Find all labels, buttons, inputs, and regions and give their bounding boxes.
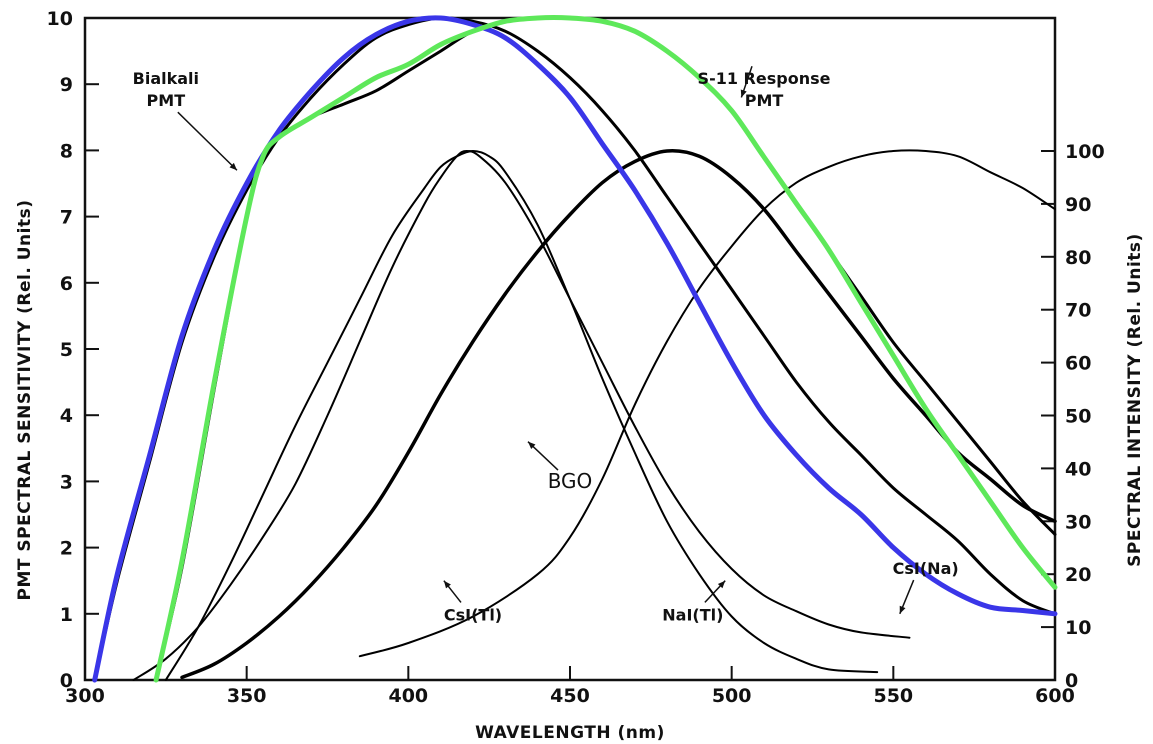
- annotation-line: CsI(Na): [893, 559, 959, 578]
- y-left-tick-label: 8: [60, 140, 73, 162]
- y-left-tick-label: 10: [47, 8, 73, 30]
- series-line-csi-na: [132, 150, 911, 681]
- y-right-tick-label: 50: [1065, 406, 1091, 428]
- annotation-line: BGO: [548, 469, 593, 493]
- x-tick-label: 600: [1035, 685, 1075, 707]
- annotation-arrowhead: [740, 89, 747, 98]
- y-right-tick-label: 30: [1065, 511, 1091, 533]
- annotation-label: CsI(Na): [893, 559, 959, 578]
- annotation-line: PMT: [745, 91, 784, 110]
- y-right-tick-label: 80: [1065, 247, 1091, 269]
- annotation-line: S-11 Response: [698, 69, 831, 88]
- y-right-tick-label: 0: [1065, 670, 1078, 692]
- y-left-tick-label: 7: [60, 207, 73, 229]
- x-tick-label: 450: [550, 685, 590, 707]
- series-line-bgo: [180, 149, 1057, 680]
- y-right-tick-label: 70: [1065, 300, 1091, 322]
- annotation-label: S-11 Response PMT: [698, 69, 831, 110]
- annotation-label: BGO: [548, 469, 593, 493]
- annotation-label: CsI(Tl): [444, 605, 502, 624]
- annotation-line: Bialkali: [133, 69, 199, 88]
- annotation-arrowhead: [229, 162, 237, 171]
- annotation-arrowhead: [527, 441, 536, 450]
- series-line-nai-tl: [164, 150, 879, 681]
- series-line-csi-tl: [358, 149, 1056, 658]
- annotation-arrow: [177, 111, 238, 171]
- y-axis-left-label: PMT SPECTRAL SENSITIVITY (Rel. Units): [15, 200, 35, 601]
- y-right-tick-label: 40: [1065, 458, 1091, 480]
- x-tick-label: 300: [65, 685, 105, 707]
- y-left-tick-label: 1: [60, 604, 73, 626]
- y-right-tick-label: 20: [1065, 564, 1091, 586]
- x-axis-label: WAVELENGTH (nm): [475, 723, 665, 743]
- annotation-line: NaI(Tl): [662, 605, 723, 624]
- series-line-bialkali-pmt: [93, 16, 1057, 682]
- y-left-tick-label: 2: [60, 538, 73, 560]
- annotations: Bialkali PMT S-11 Response PMT BGO CsI(Tl) NaI…: [133, 65, 959, 624]
- y-left-tick-label: 6: [60, 273, 73, 295]
- y-right-tick-label: 60: [1065, 353, 1091, 375]
- series-lines: [92, 15, 1058, 683]
- annotation-label: Bialkali PMT: [133, 69, 199, 110]
- annotation-arrowhead: [717, 580, 726, 589]
- y-right-tick-label: 90: [1065, 194, 1091, 216]
- annotation-line: PMT: [147, 91, 186, 110]
- x-tick-label: 500: [712, 685, 752, 707]
- x-tick-label: 550: [873, 685, 913, 707]
- annotation-label: NaI(Tl): [662, 605, 723, 624]
- x-tick-label: 400: [388, 685, 428, 707]
- y-right-tick-label: 100: [1065, 141, 1105, 163]
- plot-border: [83, 16, 1057, 682]
- annotation-arrowhead: [899, 605, 906, 614]
- y-left-tick-label: 5: [60, 339, 73, 361]
- series-line-overlay-6: [92, 15, 1058, 683]
- plot-frame: [83, 16, 1057, 682]
- y-left-tick-label: 3: [60, 471, 73, 493]
- annotation-arrowhead: [443, 580, 451, 589]
- y-right-tick-label: 10: [1065, 617, 1091, 639]
- y-axis-right-label: SPECTRAL INTENSITY (Rel. Units): [1125, 233, 1145, 567]
- y-left-tick-label: 4: [60, 405, 73, 427]
- y-left-tick-label: 0: [60, 670, 73, 692]
- y-left-tick-label: 9: [60, 74, 73, 96]
- x-tick-label: 350: [227, 685, 267, 707]
- annotation-line: CsI(Tl): [444, 605, 502, 624]
- series-line-overlay-7: [153, 15, 1058, 683]
- axis-ticks: 300 350 400 450 500 550 6000123456789100102030…: [47, 8, 1105, 707]
